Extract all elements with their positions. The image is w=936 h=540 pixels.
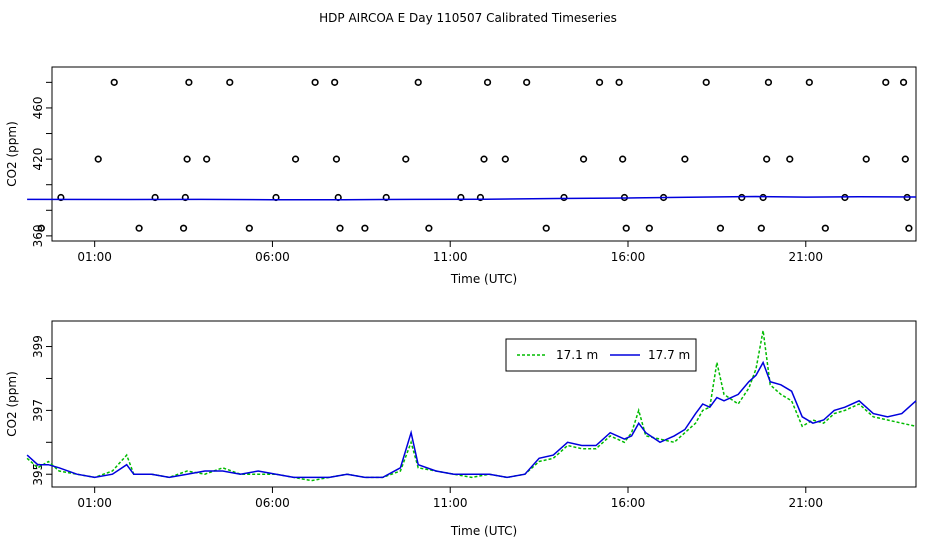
data-point — [382, 193, 390, 202]
data-point — [901, 155, 909, 163]
bottom-x-axis-label: Time (UTC) — [450, 524, 517, 538]
data-point — [523, 78, 531, 86]
data-point — [615, 78, 623, 86]
data-point — [645, 224, 653, 232]
top-x-axis-label: Time (UTC) — [450, 272, 517, 286]
data-point — [110, 78, 118, 86]
data-point — [716, 224, 725, 232]
data-point — [361, 224, 369, 232]
legend-label-series-2: 17.7 m — [648, 348, 690, 362]
data-point — [185, 78, 193, 86]
x-tick-label: 06:00 — [255, 250, 290, 264]
x-tick-label: 01:00 — [77, 496, 112, 510]
x-tick-label: 21:00 — [788, 496, 823, 510]
data-point — [135, 224, 143, 232]
x-tick-label: 16:00 — [611, 496, 646, 510]
data-point — [619, 155, 627, 163]
y-tick-label: 397 — [31, 399, 45, 422]
y-tick-label: 399 — [31, 335, 45, 358]
data-point — [759, 193, 767, 202]
x-tick-label: 01:00 — [77, 250, 112, 264]
data-point — [764, 78, 773, 86]
data-point — [291, 155, 300, 163]
top-y-axis-label: CO2 (ppm) — [5, 121, 19, 187]
x-tick-label: 16:00 — [611, 250, 646, 264]
data-point — [763, 155, 771, 163]
data-point — [786, 155, 794, 163]
data-point — [414, 78, 422, 86]
x-tick-label: 06:00 — [255, 496, 290, 510]
top-plot-frame — [51, 66, 917, 242]
data-point — [579, 155, 588, 163]
y-tick-label: 360 — [31, 224, 45, 247]
data-point — [899, 78, 908, 86]
data-point — [882, 78, 890, 86]
data-point — [57, 193, 65, 202]
data-point — [862, 155, 870, 163]
data-point — [245, 224, 253, 232]
y-tick-label: 420 — [31, 148, 45, 171]
top-panel: 360 420 460 01:00 06:00 11:00 16:00 21:00 Time… — [5, 66, 917, 286]
data-point — [501, 155, 509, 163]
x-tick-label: 21:00 — [788, 250, 823, 264]
data-point — [226, 78, 234, 86]
data-point — [622, 224, 630, 232]
bottom-x-axis: 01:00 06:00 11:00 16:00 21:00 — [77, 487, 823, 510]
y-tick-label: 460 — [31, 96, 45, 119]
x-tick-label: 11:00 — [433, 496, 468, 510]
data-point — [681, 155, 689, 163]
data-point — [595, 78, 604, 86]
data-point — [821, 224, 829, 232]
data-point — [480, 155, 488, 163]
data-point — [476, 193, 485, 202]
data-point — [702, 78, 710, 86]
data-point — [560, 193, 568, 202]
legend-box — [505, 338, 697, 372]
top-plot-area — [27, 78, 917, 232]
bottom-y-axis: 395 397 399 — [31, 335, 52, 486]
data-point — [37, 224, 45, 232]
data-point — [332, 155, 341, 163]
data-point — [805, 78, 813, 86]
data-point — [542, 224, 550, 232]
data-point — [457, 193, 465, 202]
bottom-plot-area — [26, 330, 917, 482]
data-point — [402, 155, 410, 163]
data-point — [94, 155, 102, 163]
data-point — [311, 78, 319, 86]
series-line-17-1-m — [26, 330, 917, 482]
data-point — [181, 193, 189, 202]
bottom-plot-frame — [51, 320, 917, 488]
legend-label-series-1: 17.1 m — [556, 348, 598, 362]
bottom-y-axis-label: CO2 (ppm) — [5, 371, 19, 437]
bottom-panel: 395 397 399 01:00 06:00 11:00 16:00 21:00 Time… — [5, 320, 917, 538]
data-point — [151, 193, 159, 202]
data-point — [738, 193, 746, 202]
top-x-axis: 01:00 06:00 11:00 16:00 21:00 — [77, 241, 823, 264]
series-line-17-7-m — [26, 360, 917, 479]
data-point — [179, 224, 188, 232]
data-point — [203, 155, 211, 163]
series-line-top-1 — [27, 195, 917, 201]
data-point — [331, 78, 339, 86]
data-point — [905, 224, 913, 232]
data-point — [483, 78, 492, 86]
chart-title: HDP AIRCOA E Day 110507 Calibrated Times… — [319, 11, 617, 25]
legend: 17.1 m 17.7 m — [505, 338, 697, 372]
data-point — [183, 155, 191, 163]
top-y-axis: 360 420 460 — [31, 81, 52, 247]
x-tick-label: 11:00 — [433, 250, 468, 264]
data-point — [757, 224, 765, 232]
y-tick-label: 395 — [31, 463, 45, 486]
data-point — [425, 224, 433, 232]
data-point — [336, 224, 344, 232]
